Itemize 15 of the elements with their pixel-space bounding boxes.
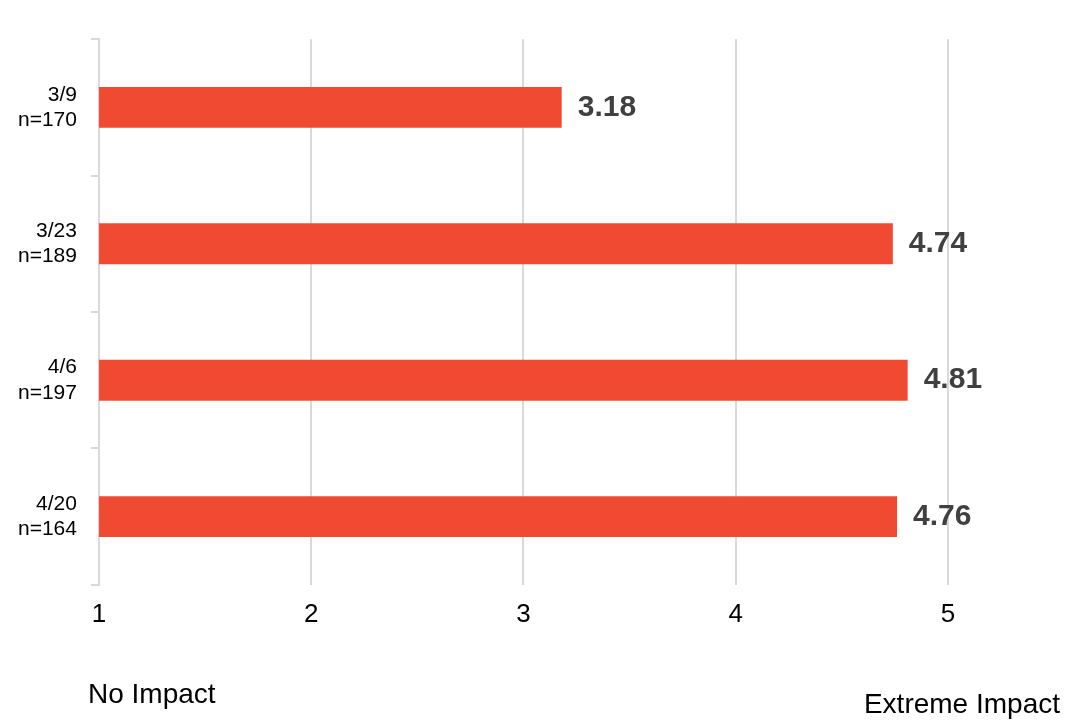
text: No Impact <box>88 678 216 710</box>
y-tick-label: 4/6 n=197 <box>18 354 77 403</box>
data-label: 4.81 <box>923 361 983 395</box>
x-tick-label: 4 <box>728 597 743 628</box>
x-tick-label: 5 <box>940 597 956 628</box>
text: Extreme Impact <box>863 688 1060 720</box>
data-label: 3.18 <box>577 88 637 122</box>
x-tick-label: 3 <box>516 597 531 628</box>
data-label: 4.74 <box>908 225 968 259</box>
data-label: 4.76 <box>913 497 972 531</box>
y-tick-label: 3/23 n=189 <box>18 218 77 267</box>
x-tick-label: 2 <box>304 597 319 628</box>
x-tick-label: 1 <box>91 597 107 628</box>
y-tick-label: 3/9 n=170 <box>18 81 77 130</box>
y-tick-label: 4/20 n=164 <box>18 490 78 539</box>
